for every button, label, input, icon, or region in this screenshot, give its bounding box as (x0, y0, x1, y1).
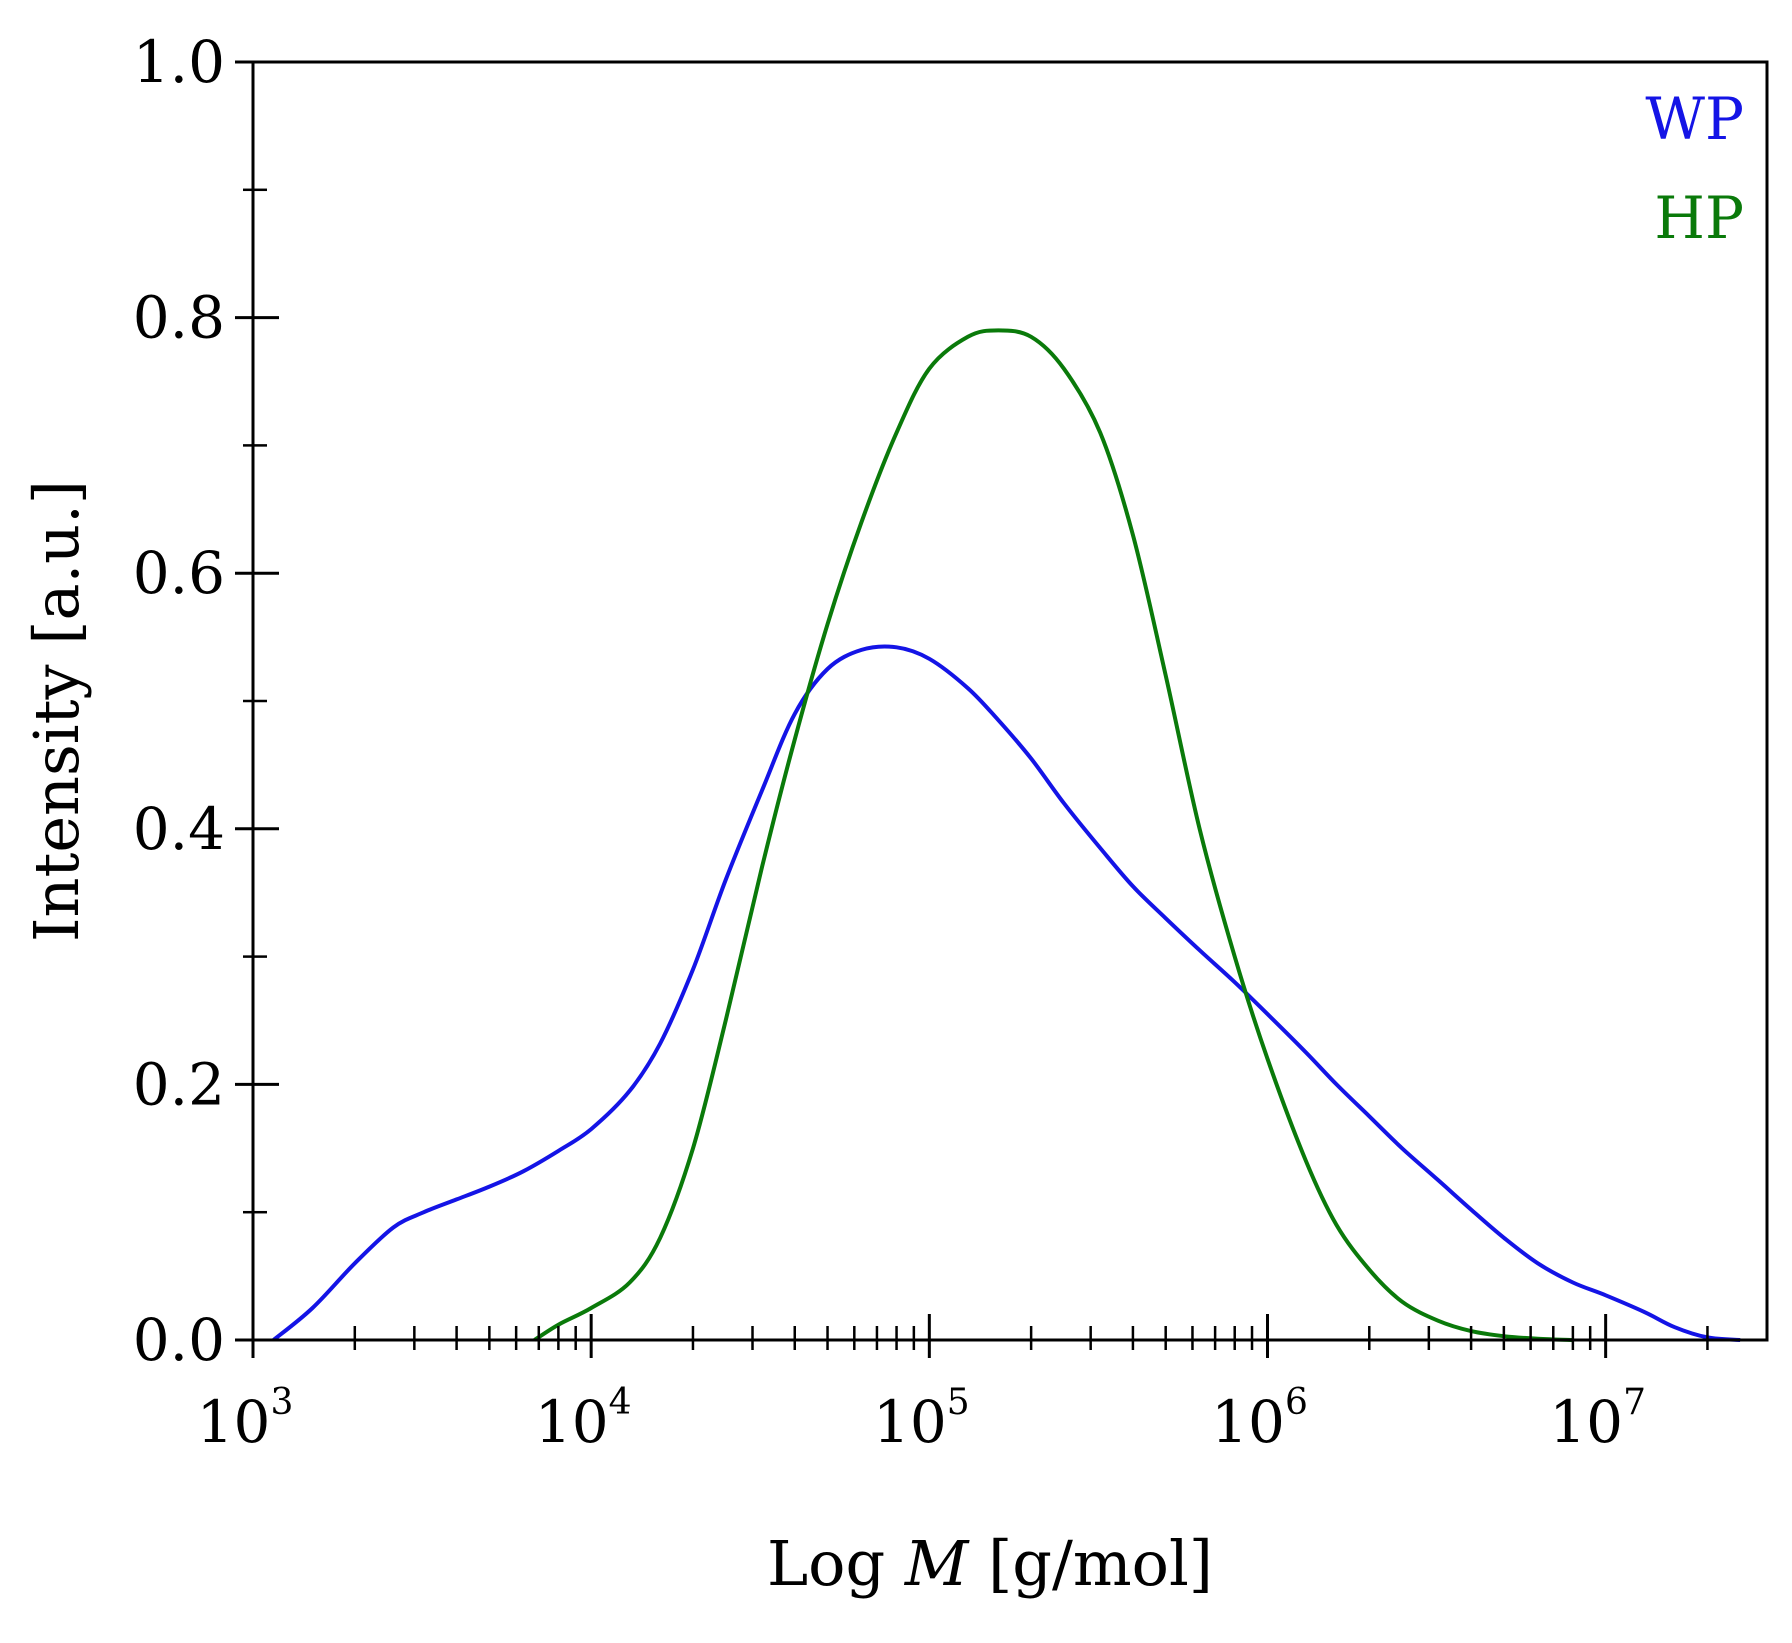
x-axis-title: Log M [g/mol] (767, 1527, 1213, 1600)
x-axis-title-prefix: Log (767, 1527, 905, 1600)
y-tick-label: 1.0 (133, 28, 225, 96)
y-tick-label: 0.6 (133, 539, 225, 607)
x-axis-title-suffix: [g/mol] (968, 1527, 1213, 1600)
labels-layer: 103 104 105 106 107 0.0 0.2 0.4 0.6 0.8 1.0 (133, 28, 1646, 1456)
series-line-wp (272, 644, 1741, 1342)
y-tick-label: 0.0 (133, 1306, 225, 1374)
x-axis-title-variable: M (904, 1527, 970, 1600)
legend-label-hp: HP (1654, 184, 1744, 252)
x-tick-label: 104 (535, 1382, 632, 1456)
series-layer (272, 328, 1741, 1342)
series-line-hp (533, 328, 1573, 1342)
y-axis-title: Intensity [a.u.] (20, 480, 93, 942)
x-tick-label: 106 (1211, 1382, 1308, 1456)
x-tick-label: 107 (1549, 1382, 1646, 1456)
y-tick-label: 0.2 (133, 1050, 225, 1118)
x-tick-label: 105 (873, 1382, 970, 1456)
y-tick-label: 0.4 (133, 795, 225, 863)
x-tick-label: 103 (197, 1382, 294, 1456)
legend-label-wp: WP (1645, 85, 1744, 153)
ticks-layer (235, 60, 1709, 1358)
y-tick-label: 0.8 (133, 284, 225, 352)
plot-frame (251, 60, 1769, 1342)
legend: WP HP (1645, 85, 1744, 252)
